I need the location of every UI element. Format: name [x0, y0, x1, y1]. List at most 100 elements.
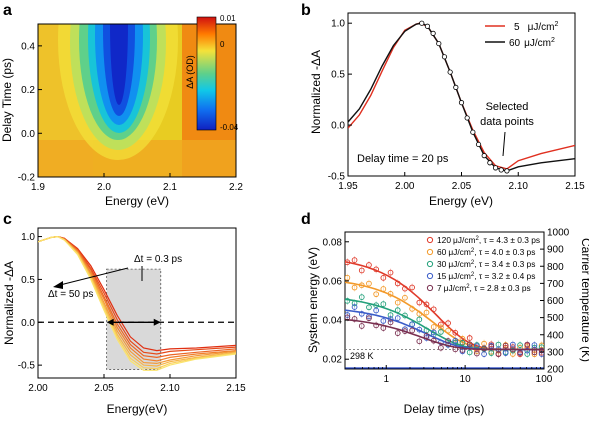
- annotation-delay-time: Delay time = 20 ps: [357, 153, 449, 165]
- annotation-pointer: [502, 131, 506, 157]
- data-point-60: [402, 294, 408, 301]
- panel-a-ylabel: Delay Time (ps): [0, 58, 14, 142]
- colorbar-gradient: [196, 16, 217, 131]
- panel-c-ytick-label: -0.5: [18, 361, 36, 372]
- width-arrowhead-left: [106, 318, 114, 326]
- panel-d-ylabel: System energy (eV): [306, 247, 320, 353]
- panel-b-xtick-label: 1.95: [338, 181, 358, 192]
- baseline-label: 298 K: [350, 351, 374, 361]
- data-point-7: [466, 341, 473, 348]
- colorbar-tick-0: 0.01: [220, 14, 236, 23]
- data-point-120: [466, 335, 473, 341]
- data-point-60: [459, 335, 466, 342]
- panel-d-y2tick-label: 400: [547, 330, 564, 341]
- panel-c-xtick-label: 2.10: [160, 383, 180, 394]
- panel-d-ytick-label: 0.04: [323, 316, 343, 327]
- data-point-7: [358, 323, 365, 329]
- panel-a-axes: 1.9 2.0 2.1 2.2 -0.2 0.0 0.2 0.4: [18, 41, 244, 193]
- data-point-15: [452, 337, 459, 344]
- panel-d-y2label: Carrier temperature (K): [579, 238, 589, 362]
- data-point-7: [524, 341, 531, 348]
- data-point-60: [366, 280, 372, 287]
- selected-data-point: [470, 129, 476, 135]
- selected-data-point: [436, 40, 442, 47]
- data-point-60: [373, 291, 379, 298]
- selected-data-point: [458, 100, 465, 106]
- panel-label-d: d: [301, 211, 311, 228]
- data-point-7: [387, 319, 394, 326]
- panel-d-xtick-label: 10: [460, 374, 472, 385]
- data-point-60: [345, 274, 351, 281]
- panel-a-xtick-label: 2.2: [229, 182, 243, 193]
- panel-a-frame: [37, 23, 237, 178]
- annotation-dt-arrowhead: [53, 281, 63, 289]
- panel-c-axes: 2.00 2.05 2.10 2.15 -0.5 0.0 0.5 1.0: [18, 232, 246, 394]
- data-point-120: [452, 329, 459, 336]
- panel-b-ytick-label: 1.0: [331, 19, 345, 30]
- legend-label-7: 7 μJ/cm2, τ = 2.8 ± 0.3 ps: [437, 283, 531, 293]
- panel-b-xtick-label: 2.10: [509, 181, 529, 192]
- heatmap-contour-6: [110, 24, 128, 105]
- panel-label-b: b: [301, 2, 311, 19]
- data-point-60: [430, 324, 437, 330]
- data-point-15: [358, 310, 365, 317]
- annotation-dt-short: Δt = 0.3 ps: [134, 254, 182, 265]
- data-point-30: [380, 301, 387, 307]
- data-point-120: [409, 284, 415, 291]
- panel-b-legend: 5 μJ/cm2 60 μJ/cm2: [485, 21, 558, 49]
- panel-c-xtick-label: 2.00: [28, 383, 48, 394]
- data-point-60: [394, 299, 401, 306]
- data-point-15: [502, 350, 509, 356]
- data-point-120: [438, 321, 444, 328]
- legend-label-30: 30 μJ/cm2, τ = 3.4 ± 0.3 ps: [437, 259, 535, 269]
- panel-d-y2tick-label: 600: [547, 296, 564, 307]
- shaded-region: [106, 268, 162, 370]
- data-point-7: [351, 316, 358, 322]
- panel-label-c: c: [3, 211, 12, 228]
- colorbar-tick-1: 0: [220, 40, 225, 49]
- data-point-15: [524, 347, 531, 354]
- selected-data-point: [464, 115, 470, 121]
- data-point-30: [438, 329, 444, 335]
- panel-c-frame: [37, 227, 237, 379]
- legend-marker-120: [426, 236, 434, 244]
- colorbar-tick-2: -0.04: [220, 123, 239, 132]
- data-point-30: [416, 316, 423, 323]
- panel-a-xtick-label: 2.0: [97, 182, 111, 193]
- colorbar: 0.01 0 -0.04 ΔA (OD): [185, 14, 239, 132]
- data-point-30: [358, 294, 365, 300]
- data-point-7: [373, 322, 379, 329]
- legend-marker-60: [426, 248, 434, 256]
- legend-marker-7: [426, 284, 434, 292]
- selected-data-point: [504, 168, 510, 174]
- selected-data-point: [424, 23, 431, 29]
- data-point-15: [430, 329, 437, 336]
- data-point-7: [445, 338, 451, 344]
- selected-data-point: [487, 160, 493, 166]
- data-point-15: [345, 312, 351, 318]
- panel-b-xtick-label: 2.15: [565, 181, 585, 192]
- panel-b-ytick-label: 0.0: [331, 121, 345, 132]
- panel-b-plot: [348, 20, 575, 174]
- panel-d-plot: [345, 256, 544, 369]
- panel-b-axes: 1.95 2.00 2.05 2.10 2.15 -0.5 0.0 0.5 1.0: [328, 19, 585, 192]
- panel-d-xtick-label: 100: [536, 374, 553, 385]
- panel-c-xtick-label: 2.05: [94, 383, 114, 394]
- spectrum-line-7: [38, 235, 236, 371]
- panel-c-ytick-label: 1.0: [21, 232, 35, 243]
- panel-c-ylabel: Normalized -ΔA: [2, 261, 16, 345]
- panel-a-ytick-label: 0.2: [21, 85, 35, 96]
- selected-data-point: [498, 167, 504, 173]
- panel-b-xtick-label: 2.00: [395, 181, 415, 192]
- legend-marker-30: [426, 260, 434, 268]
- annotation-dt-long: Δt = 50 ps: [48, 289, 93, 300]
- selected-data-point: [492, 165, 499, 171]
- panel-d-y2tick-label: 900: [547, 245, 564, 256]
- data-point-15: [481, 351, 487, 357]
- panel-c-ytick-label: 0.5: [21, 275, 35, 286]
- panel-d-xtick-label: 1: [383, 374, 389, 385]
- panel-d-axes: 1 10 100 0.02 0.04 0.06 0.08 200 300 400 500 600 700…: [323, 228, 570, 386]
- panel-a-xtick-label: 2.1: [163, 182, 177, 193]
- panel-a-ytick-label: 0.4: [21, 41, 35, 52]
